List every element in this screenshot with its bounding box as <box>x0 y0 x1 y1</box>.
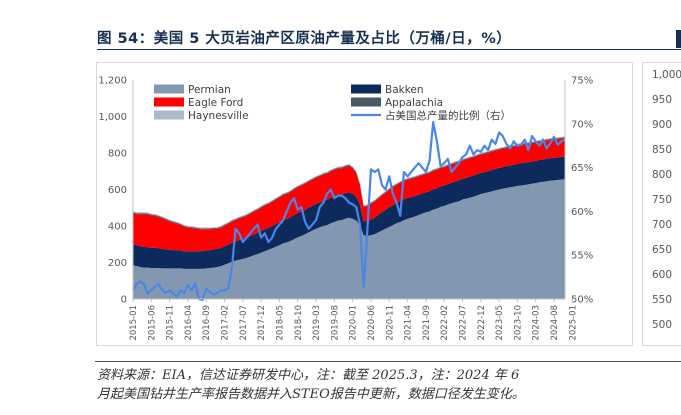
x-tick-label: 2018-10 <box>294 305 304 341</box>
adjacent-chart-tick-label: 700 <box>652 219 673 231</box>
legend-label: Haynesville <box>188 110 249 122</box>
area-bakken <box>133 156 565 269</box>
adjacent-chart-tick-label: 550 <box>652 294 673 306</box>
area-layers <box>133 136 565 299</box>
x-tick-label: 2024-08 <box>550 305 560 341</box>
chart-svg: 0 200 400 600 800 1,000 1,200 50% 55% 60% 65% 70% 7… <box>98 76 593 341</box>
right-tick-label: 55% <box>571 251 593 262</box>
legend-swatch <box>351 97 381 107</box>
x-tick-label: 2025-01 <box>568 305 578 341</box>
legend-swatch <box>154 84 184 94</box>
x-axis: 2015-01 2015-06 2015-11 2016-04 2016-09 2017-… <box>129 298 578 341</box>
left-tick-label: 1,200 <box>98 76 127 87</box>
share-line-layer <box>132 120 566 301</box>
x-tick-label: 2021-09 <box>422 305 432 341</box>
adjacent-chart-tick-label: 800 <box>652 169 673 181</box>
adjacent-chart-panel <box>642 62 681 346</box>
x-tick-label: 2017-02 <box>221 305 231 341</box>
left-tick-label: 0 <box>121 295 127 306</box>
adjacent-chart-tick-label: 950 <box>652 94 673 106</box>
legend-label: Appalachia <box>385 97 443 109</box>
adjacent-chart-tick-label: 850 <box>652 144 673 156</box>
adjacent-chart-tick-label: 500 <box>652 319 673 331</box>
adjacent-chart-tick-label: 600 <box>652 269 673 281</box>
right-tick-label: 60% <box>571 207 593 218</box>
legend-label: 占美国总产量的比例（右） <box>385 109 511 122</box>
area-permian <box>133 179 565 299</box>
legend-label: Permian <box>188 84 231 96</box>
legend: Permian Bakken Eagle Ford Appalachia Haynesv… <box>154 84 511 122</box>
x-tick-label: 2019-03 <box>312 305 322 341</box>
x-tick-label: 2022-02 <box>440 305 450 341</box>
x-tick-label: 2022-07 <box>458 305 468 341</box>
legend-swatch <box>154 110 184 120</box>
left-tick-label: 600 <box>108 185 127 196</box>
title-rule <box>97 49 681 50</box>
x-tick-label: 2017-12 <box>257 305 267 341</box>
x-tick-label: 2018-05 <box>275 305 285 341</box>
right-tick-label: 70% <box>571 119 593 130</box>
legend-swatch <box>351 84 381 94</box>
right-axis: 50% 55% 60% 65% 70% 75% <box>564 76 593 306</box>
adjacent-chart-tick-label: 750 <box>652 194 673 206</box>
x-tick-label: 2020-06 <box>367 305 377 341</box>
x-tick-label: 2015-11 <box>166 305 176 341</box>
x-tick-label: 2015-01 <box>129 305 139 341</box>
legend-label: Eagle Ford <box>188 97 243 109</box>
title-rule-marker <box>676 30 681 48</box>
x-tick-label: 2016-09 <box>202 305 212 341</box>
left-axis: 0 200 400 600 800 1,000 1,200 <box>98 76 134 306</box>
x-tick-label: 2020-11 <box>385 305 395 341</box>
x-tick-label: 2017-07 <box>239 305 249 341</box>
figure-title: 图 54：美国 5 大页岩油产区原油产量及占比（万桶/日，%） <box>97 31 512 47</box>
legend-swatch <box>154 97 184 107</box>
x-tick-label: 2023-10 <box>513 305 523 341</box>
x-tick-label: 2016-04 <box>184 305 194 341</box>
x-tick-label: 2015-06 <box>147 305 157 341</box>
source-note: 资料来源：EIA，信达证券研发中心，注：截至 2025.3，注：2024 年 6… <box>97 366 637 404</box>
legend-label: Bakken <box>385 84 424 96</box>
x-tick-label: 2022-12 <box>477 305 487 341</box>
left-tick-label: 1,000 <box>98 112 127 123</box>
source-line-2: 月起美国钻井生产率报告数据并入STEO报告中更新，数据口径发生变化。 <box>97 387 525 402</box>
chart-panel: 0 200 400 600 800 1,000 1,200 50% 55% 60% 65% 70% 7… <box>96 62 633 346</box>
x-tick-label: 2021-04 <box>404 305 414 341</box>
left-tick-label: 400 <box>108 222 127 233</box>
x-tick-label: 2019-08 <box>330 305 340 341</box>
x-tick-label: 2020-01 <box>349 305 359 341</box>
right-tick-label: 75% <box>571 76 593 87</box>
right-tick-label: 65% <box>571 163 593 174</box>
source-line-1: 资料来源：EIA，信达证券研发中心，注：截至 2025.3，注：2024 年 6 <box>97 368 520 383</box>
source-rule <box>95 361 681 362</box>
left-tick-label: 800 <box>108 149 127 160</box>
share-line <box>132 120 566 301</box>
left-tick-label: 200 <box>108 258 127 269</box>
adjacent-chart-tick-label: 1,000 <box>652 69 681 81</box>
adjacent-chart-tick-label: 650 <box>652 244 673 256</box>
right-tick-label: 50% <box>571 295 593 306</box>
x-tick-label: 2024-03 <box>532 305 542 341</box>
adjacent-chart-tick-label: 900 <box>652 119 673 131</box>
x-tick-label: 2023-05 <box>495 305 505 341</box>
